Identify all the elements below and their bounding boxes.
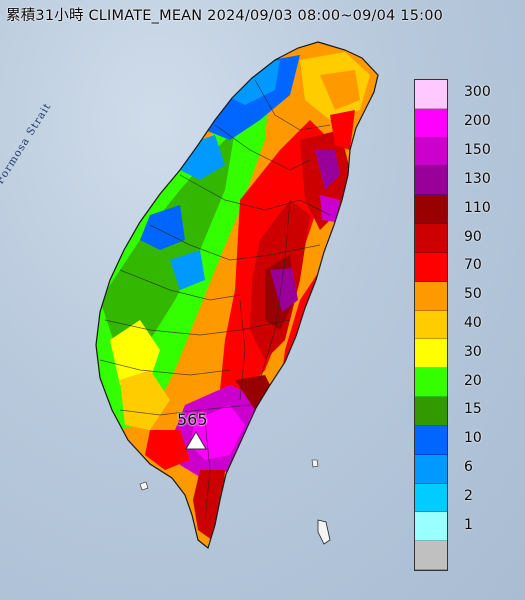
legend-label: 40 xyxy=(464,315,482,331)
legend-color-bar xyxy=(414,79,448,571)
legend-label: 200 xyxy=(464,113,491,130)
legend-swatch xyxy=(415,166,447,196)
legend-swatch xyxy=(415,397,447,426)
legend-swatch xyxy=(415,137,447,167)
map-title: 累積31小時 CLIMATE_MEAN 2024/09/03 08:00~09/… xyxy=(6,8,444,24)
legend-label: 2 xyxy=(464,487,473,504)
legend-swatch xyxy=(415,108,447,138)
legend-swatch xyxy=(415,483,447,513)
legend-label: 300 xyxy=(464,84,491,101)
legend-label: 10 xyxy=(464,430,482,447)
legend-label: 130 xyxy=(464,170,491,187)
legend-label: 30 xyxy=(464,343,482,360)
legend-label: 50 xyxy=(464,286,482,303)
legend-swatch xyxy=(415,310,447,340)
legend-swatch xyxy=(415,368,447,398)
legend-label: 1 xyxy=(464,516,473,533)
legend-swatch xyxy=(415,454,447,484)
legend-swatch xyxy=(415,80,447,109)
legend-swatch xyxy=(415,541,447,570)
legend-swatch xyxy=(415,512,447,542)
legend-label: 150 xyxy=(464,142,491,159)
max-station-marker xyxy=(185,431,207,450)
legend-swatch xyxy=(415,425,447,455)
legend-label: 15 xyxy=(464,401,482,418)
legend-swatch xyxy=(415,281,447,311)
legend-swatch xyxy=(415,252,447,282)
legend-swatch xyxy=(415,339,447,369)
legend-swatch xyxy=(415,195,447,225)
legend-label: 70 xyxy=(464,257,482,274)
max-station-value: 565 xyxy=(177,410,208,429)
legend-label: 110 xyxy=(464,199,491,216)
legend-label: 20 xyxy=(464,372,482,389)
legend-label: 90 xyxy=(464,228,482,245)
legend-swatch xyxy=(415,224,447,253)
legend-label: 6 xyxy=(464,459,473,476)
